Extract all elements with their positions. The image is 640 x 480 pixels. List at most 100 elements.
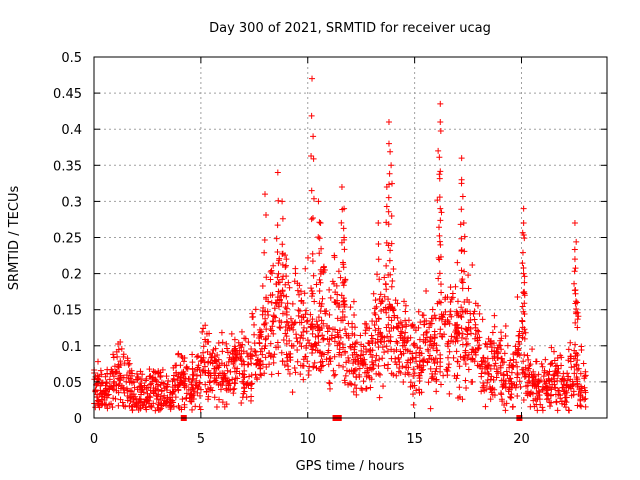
data-point-spike [316,250,323,257]
data-point [351,312,358,319]
data-point [554,354,561,361]
data-point [507,357,514,364]
data-point [277,290,284,297]
data-point-spike [387,303,394,310]
data-point [193,372,200,379]
data-point [248,385,255,392]
data-point [563,381,570,388]
data-point [205,338,212,345]
data-point [308,285,315,292]
data-point [150,390,157,397]
data-point [275,370,282,377]
data-point-spike [375,220,382,227]
data-point [480,357,487,364]
data-point [558,354,565,361]
data-point [166,403,173,410]
data-point [582,372,589,379]
data-point [469,378,476,385]
data-point [333,282,340,289]
data-point [446,320,453,327]
data-point [574,383,581,390]
data-point [215,339,222,346]
data-point [287,315,294,322]
data-point [501,402,508,409]
data-point [119,399,126,406]
data-point [353,391,360,398]
data-point-spike [461,268,468,275]
data-point [278,349,285,356]
data-point [106,383,113,390]
data-point [444,368,451,375]
data-point [124,355,131,362]
data-point [256,358,263,365]
data-point-spike [436,194,443,201]
data-point [304,254,311,261]
data-point [153,377,160,384]
data-point [331,338,338,345]
data-point-spike [273,235,280,242]
data-point [298,332,305,339]
data-point [384,348,391,355]
data-point [248,372,255,379]
data-point [441,331,448,338]
data-point-spike [461,248,468,255]
data-point [454,310,461,317]
data-point [539,363,546,370]
data-point [300,376,307,383]
data-point [327,294,334,301]
data-point [492,360,499,367]
data-point [377,291,384,298]
data-point [283,305,290,312]
data-point-spike [262,191,268,198]
data-point [582,403,589,410]
data-point [193,377,200,384]
data-point [510,356,517,363]
data-point [200,349,207,356]
data-point [251,331,258,338]
data-point [437,368,444,375]
data-point [577,370,584,377]
data-point-spike [386,170,393,177]
data-point [450,354,457,361]
data-point [507,375,514,382]
data-point [328,335,335,342]
data-point [403,339,410,346]
data-point [300,314,307,321]
data-point [268,267,275,274]
data-point [301,290,308,297]
data-point [539,407,546,414]
data-point [282,330,289,337]
data-point [456,384,463,391]
data-point [318,353,325,360]
data-point [458,314,465,321]
data-point [493,366,500,373]
data-point [350,370,357,377]
data-point [497,362,504,369]
data-point-spike [434,300,441,307]
data-point-spike [274,169,281,176]
data-point [385,296,392,303]
data-point [297,288,304,295]
data-point [567,339,574,346]
data-point [127,394,134,401]
data-point [97,367,104,374]
data-point [353,385,360,392]
data-point [538,360,545,367]
data-point-spike [341,234,348,241]
data-point [554,372,561,379]
axis-ticks [93,56,607,419]
data-point-spike [519,303,526,310]
data-point [524,352,531,359]
data-point-spike [436,232,443,239]
data-point-spike [520,232,527,239]
data-point [270,359,277,366]
data-point [276,257,283,264]
data-point [393,338,400,345]
data-point [257,371,264,378]
data-point-spike [283,318,290,325]
data-point [454,259,461,266]
data-point [115,340,122,347]
data-point [262,315,269,322]
data-point [283,333,290,340]
data-point [251,321,258,328]
